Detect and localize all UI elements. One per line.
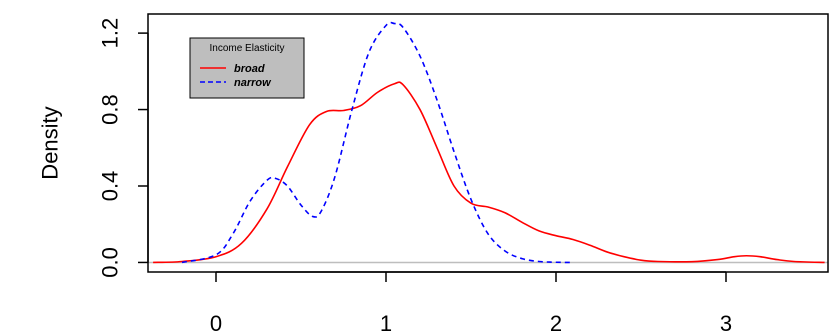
x-tick-label: 2 — [550, 311, 562, 335]
y-tick-label: 1.2 — [98, 18, 123, 49]
y-tick-label: 0.0 — [98, 247, 123, 278]
y-tick-label: 0.4 — [98, 171, 123, 202]
y-tick-label: 0.8 — [98, 94, 123, 125]
legend-title: Income Elasticity — [209, 43, 284, 54]
legend-label-broad: broad — [234, 63, 265, 75]
x-tick-label: 1 — [380, 311, 392, 335]
series-line-narrow — [181, 21, 574, 264]
y-axis-title: Density — [38, 106, 63, 179]
series-layer — [153, 21, 825, 264]
x-axis: 0 1 2 3 — [210, 271, 732, 335]
legend-box — [189, 37, 305, 99]
x-tick-label: 3 — [720, 311, 732, 335]
legend: Income Elasticity broad narrow — [189, 37, 305, 99]
legend-items: broad narrow — [200, 63, 272, 89]
y-axis: 0.0 0.4 0.8 1.2 — [98, 18, 149, 278]
x-tick-label: 0 — [210, 311, 222, 335]
legend-label-narrow: narrow — [234, 77, 272, 89]
series-line-broad — [153, 81, 825, 264]
